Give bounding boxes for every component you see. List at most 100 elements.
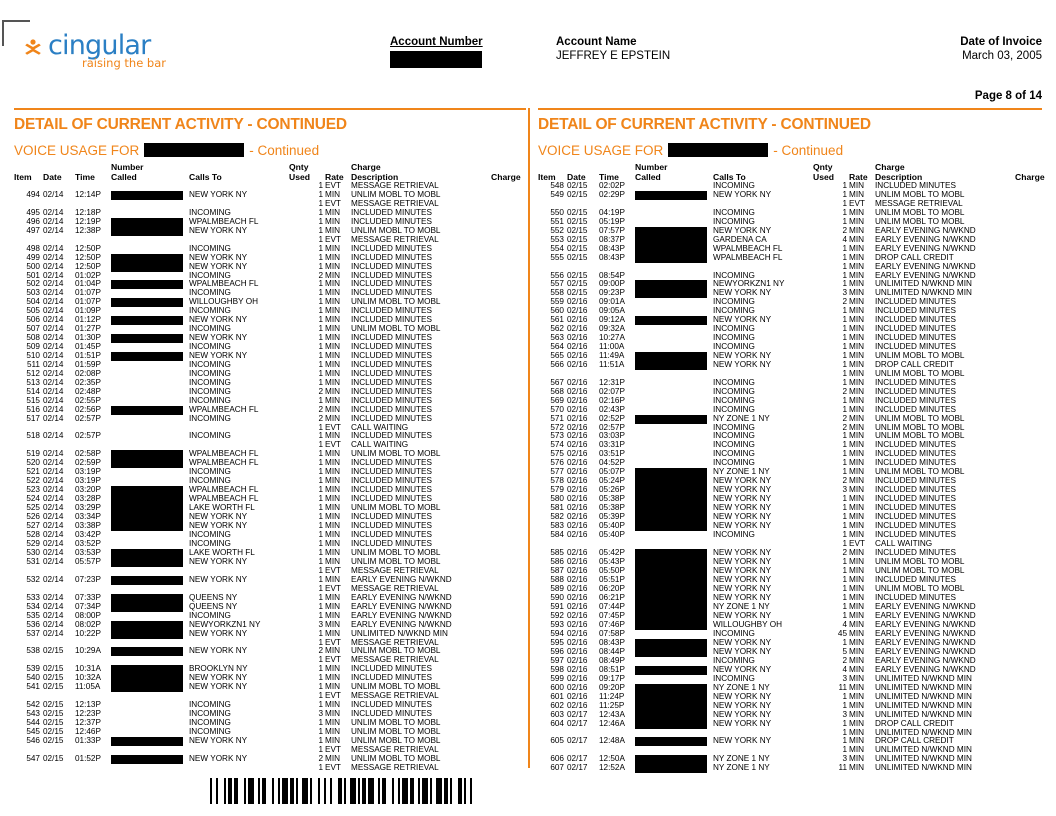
cell-charge xyxy=(491,540,526,549)
cell-qnty-used: 11 xyxy=(838,763,848,773)
cell-charge-description: INCLUDED MINUTES xyxy=(351,351,432,361)
cell-charge xyxy=(491,576,526,585)
cell-item: 497 xyxy=(26,225,40,235)
cell-date: 02/16 xyxy=(567,431,588,441)
cell-item: 499 xyxy=(26,252,40,262)
cell-charge-description: INCLUDED MINUTES xyxy=(351,315,432,325)
cell-date: 02/14 xyxy=(43,288,64,298)
cell-item: 579 xyxy=(550,485,564,495)
cell-rate: MIN xyxy=(849,395,865,405)
cell-charge xyxy=(1015,621,1050,630)
cell-time: 01:30P xyxy=(75,333,101,343)
cell-time: 02:55P xyxy=(75,395,101,405)
phone-number-redaction xyxy=(111,298,183,308)
cell-item: 532 xyxy=(26,574,40,584)
cell-calls-to: NY ZONE 1 NY xyxy=(713,467,770,477)
cell-date: 02/14 xyxy=(43,476,64,486)
cell-number-called xyxy=(635,593,713,603)
cell-rate: MIN xyxy=(325,207,341,217)
cell-time: 09:00P xyxy=(599,279,625,289)
cell-time: 12:46P xyxy=(75,727,101,736)
table-row: 590 02/16 06:21P NEW YORK NY 1 MIN INCLUDED MI… xyxy=(538,593,1050,603)
cell-time: 03:38P xyxy=(75,521,101,531)
cell-date: 02/16 xyxy=(567,655,588,665)
cell-item: 541 xyxy=(26,682,40,692)
col-qnty-line2: Used xyxy=(813,171,835,182)
cell-number-called xyxy=(111,236,189,245)
cell-item: 538 xyxy=(26,646,40,656)
table-row: 520 02/14 02:59P WPALMBEACH FL 1 MIN INCLUDED … xyxy=(14,458,526,469)
cell-charge xyxy=(491,209,526,218)
cell-charge-description: INCLUDED MINUTES xyxy=(351,404,432,414)
cell-calls-to: INCOMING xyxy=(713,297,755,307)
cell-number-called xyxy=(111,692,189,701)
cell-qnty-used: 1 xyxy=(318,673,323,683)
phone-number-redaction xyxy=(111,226,183,236)
cell-qnty-used: 1 xyxy=(318,476,323,486)
cell-date: 02/14 xyxy=(43,503,64,513)
call-detail-table-left: Number Qnty Charge Item Date Time Called… xyxy=(14,162,526,773)
cell-calls-to: NEW YORK NY xyxy=(713,494,772,504)
cell-rate: MIN xyxy=(325,458,341,468)
cell-number-called xyxy=(635,710,713,720)
col-charge-line1: Charge xyxy=(875,162,905,172)
cell-calls-to: NEW YORK NY xyxy=(713,512,772,522)
cell-rate: MIN xyxy=(325,735,341,745)
cell-time: 08:43P xyxy=(599,243,625,253)
cell-calls-to: NEW YORK NY xyxy=(713,359,772,369)
cell-item: 576 xyxy=(550,458,564,468)
section-header-left: DETAIL OF CURRENT ACTIVITY - CONTINUED xyxy=(14,108,526,136)
table-row: 507 02/14 01:27P INCOMING 1 MIN UNLIM MOBL TO … xyxy=(14,324,526,334)
cell-date: 02/14 xyxy=(43,610,64,620)
cell-number-called xyxy=(635,459,713,468)
cell-date: 02/16 xyxy=(567,458,588,468)
cell-qnty-used: 1 xyxy=(318,547,323,557)
cell-charge-description: INCLUDED MINUTES xyxy=(351,512,432,522)
cell-charge xyxy=(1015,639,1050,648)
table-row: 1 EVT MESSAGE RETRIEVAL xyxy=(14,584,526,594)
table-row: 1 EVT MESSAGE RETRIEVAL xyxy=(14,656,526,665)
cell-date: 02/14 xyxy=(43,592,64,602)
table-row: 522 02/14 03:19P INCOMING 1 MIN INCLUDED MINUT… xyxy=(14,476,526,486)
table-row: 565 02/16 11:49A NEW YORK NY 1 MIN UNLIM MOBL … xyxy=(538,351,1050,361)
cell-charge-description: UNLIM MOBL TO MOBL xyxy=(351,189,441,199)
cell-time xyxy=(75,764,111,773)
account-name-value: JEFFREY E EPSTEIN xyxy=(556,50,671,62)
cell-charge-description: INCLUDED MINUTES xyxy=(875,521,956,531)
table-row: 559 02/16 09:01A INCOMING 2 MIN INCLUDED MINUT… xyxy=(538,298,1050,307)
cell-calls-to: WPALMBEACH FL xyxy=(189,216,259,226)
cell-date: 02/14 xyxy=(43,601,64,611)
cell-date: 02/14 xyxy=(43,467,64,477)
cell-charge xyxy=(491,683,526,692)
cell-charge-description: INCLUDED MINUTES xyxy=(351,494,432,504)
cell-rate: MIN xyxy=(849,413,865,423)
cell-item: 563 xyxy=(550,333,564,343)
table-row: 532 02/14 07:23P NEW YORK NY 1 MIN EARLY EVENI… xyxy=(14,574,526,585)
cell-time: 03:19P xyxy=(75,467,101,477)
phone-number-redaction xyxy=(635,495,707,505)
cell-calls-to: NEW YORK NY xyxy=(713,583,772,593)
cell-rate: EVT xyxy=(849,198,865,208)
cell-charge-description: UNLIM MOBL TO MOBL xyxy=(351,753,441,763)
cell-number-called xyxy=(111,217,189,227)
cell-charge-description: UNLIM MOBL TO MOBL xyxy=(875,207,965,217)
cell-charge-description: INCLUDED MINUTES xyxy=(875,449,956,459)
table-row: 547 02/15 01:52P NEW YORK NY 2 MIN UNLIM MOBL … xyxy=(14,753,526,764)
cell-date: 02/16 xyxy=(567,619,588,629)
cell-item: 591 xyxy=(550,601,564,611)
cell-charge-description: EARLY EVENING N/WKND xyxy=(875,646,976,656)
table-row: 600 02/16 09:20P NY ZONE 1 NY 11 MIN UNLIMITED… xyxy=(538,683,1050,693)
cell-rate: EVT xyxy=(325,744,341,754)
cell-charge-description: EARLY EVENING N/WKND xyxy=(875,655,976,665)
account-name-block: Account Name JEFFREY E EPSTEIN xyxy=(556,35,670,64)
cell-item: 528 xyxy=(26,530,40,540)
cell-charge xyxy=(491,200,526,209)
cell-charge-description: UNLIM MOBL TO MOBL xyxy=(875,583,965,593)
cell-qnty-used: 1 xyxy=(318,216,323,226)
table-row: 593 02/16 07:46P WILLOUGHBY OH 4 MIN EARLY EVE… xyxy=(538,619,1050,630)
table-row: 566 02/16 11:51A NEW YORK NY 1 MIN DROP CALL C… xyxy=(538,359,1050,370)
cell-date: 02/14 xyxy=(43,377,64,387)
cell-date xyxy=(43,764,75,773)
cell-time: 09:05A xyxy=(599,306,625,316)
